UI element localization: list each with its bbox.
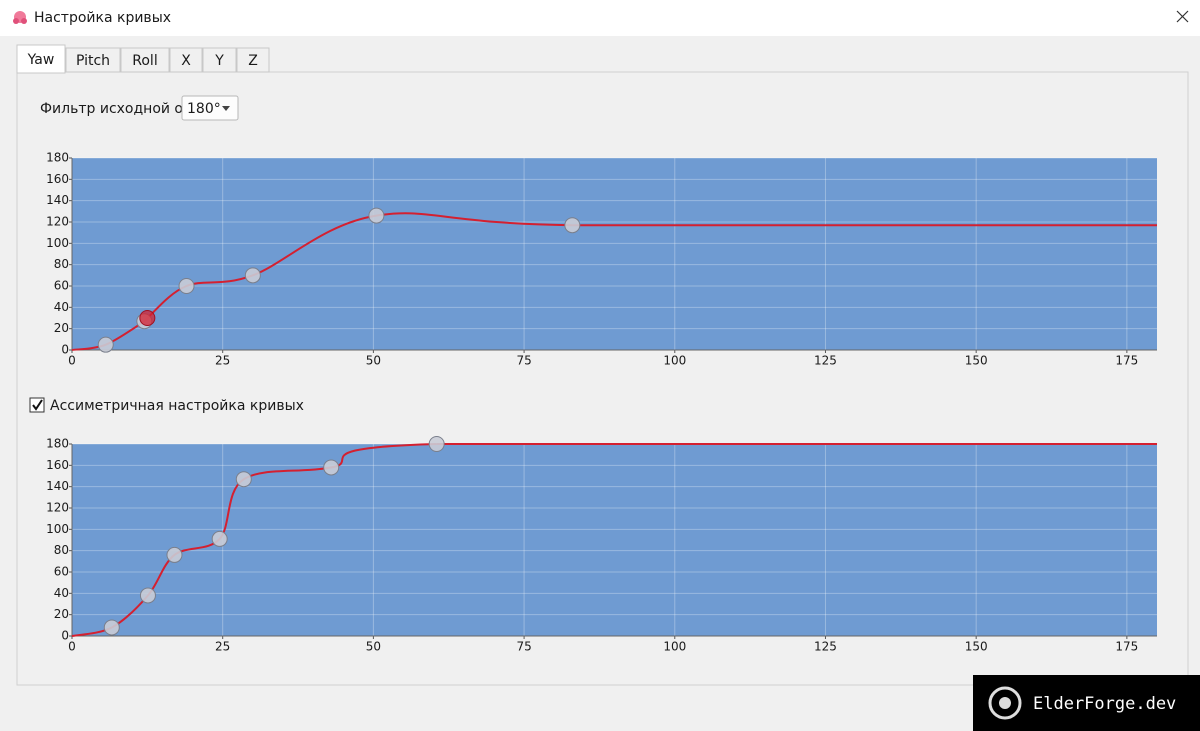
x-tick-label: 175: [1115, 354, 1138, 368]
watermark: ElderForge.dev: [973, 675, 1200, 731]
y-tick-label: 80: [54, 543, 69, 557]
y-tick-label: 120: [46, 215, 69, 229]
tab-label: Z: [248, 53, 258, 69]
tab-label: X: [181, 53, 191, 69]
y-tick-label: 80: [54, 257, 69, 271]
x-tick-label: 100: [663, 640, 686, 654]
checkbox[interactable]: [29, 397, 45, 413]
y-tick-label: 60: [54, 279, 69, 293]
control-point[interactable]: [103, 619, 120, 636]
x-tick-label: 50: [366, 640, 381, 654]
tab-label: Yaw: [27, 52, 55, 68]
control-point[interactable]: [428, 436, 445, 452]
app-icon: [13, 11, 27, 24]
tab-label: Pitch: [76, 53, 110, 69]
control-point[interactable]: [139, 587, 156, 604]
y-tick-label: 140: [46, 479, 69, 493]
y-tick-label: 100: [46, 522, 69, 536]
y-tick-label: 40: [54, 586, 69, 600]
y-tick-label: 120: [46, 501, 69, 515]
x-tick-label: 100: [663, 354, 686, 368]
tab[interactable]: [169, 47, 203, 73]
x-tick-label: 75: [516, 640, 531, 654]
tab[interactable]: [236, 47, 270, 73]
control-point[interactable]: [178, 278, 195, 294]
checkbox-label: Ассиметричная настройка кривых: [50, 398, 304, 414]
tab-label: Y: [214, 53, 224, 69]
control-point[interactable]: [244, 267, 261, 284]
close-button[interactable]: [1176, 10, 1189, 23]
plot-area: [72, 158, 1157, 350]
control-point[interactable]: [166, 546, 183, 563]
control-point[interactable]: [97, 336, 114, 353]
x-tick-label: 25: [215, 354, 230, 368]
title-bar: [0, 0, 1200, 36]
tab[interactable]: [65, 47, 121, 73]
x-tick-label: 0: [68, 354, 76, 368]
control-point[interactable]: [235, 471, 252, 488]
control-point[interactable]: [211, 530, 228, 547]
control-point[interactable]: [139, 310, 156, 326]
y-tick-label: 160: [46, 172, 69, 186]
tab-label: Roll: [132, 53, 157, 69]
y-tick-label: 0: [61, 343, 69, 357]
y-tick-label: 180: [46, 151, 69, 165]
control-point[interactable]: [323, 459, 340, 476]
x-tick-label: 75: [516, 354, 531, 368]
window-title: Настройка кривых: [34, 10, 171, 26]
dropdown-value: 180°: [187, 101, 221, 117]
y-tick-label: 20: [54, 607, 69, 621]
y-tick-label: 40: [54, 300, 69, 314]
x-tick-label: 150: [965, 640, 988, 654]
control-point[interactable]: [368, 207, 385, 224]
x-tick-label: 25: [215, 640, 230, 654]
x-tick-label: 150: [965, 354, 988, 368]
tab[interactable]: [120, 47, 170, 73]
watermark-text: ElderForge.dev: [1033, 694, 1176, 714]
tab[interactable]: [202, 47, 237, 73]
y-tick-label: 60: [54, 565, 69, 579]
y-tick-label: 140: [46, 193, 69, 207]
y-tick-label: 0: [61, 629, 69, 643]
filter-dropdown[interactable]: 180°: [181, 95, 239, 121]
y-tick-label: 20: [54, 321, 69, 335]
filter-label: Фильтр исходной оси: [40, 101, 200, 117]
y-tick-label: 100: [46, 236, 69, 250]
control-point[interactable]: [564, 217, 581, 234]
x-tick-label: 125: [814, 640, 837, 654]
y-tick-label: 160: [46, 458, 69, 472]
x-tick-label: 125: [814, 354, 837, 368]
y-tick-label: 180: [46, 437, 69, 451]
plot-area: [72, 444, 1157, 636]
x-tick-label: 0: [68, 640, 76, 654]
x-tick-label: 175: [1115, 640, 1138, 654]
tab[interactable]: [16, 44, 66, 74]
x-tick-label: 50: [366, 354, 381, 368]
